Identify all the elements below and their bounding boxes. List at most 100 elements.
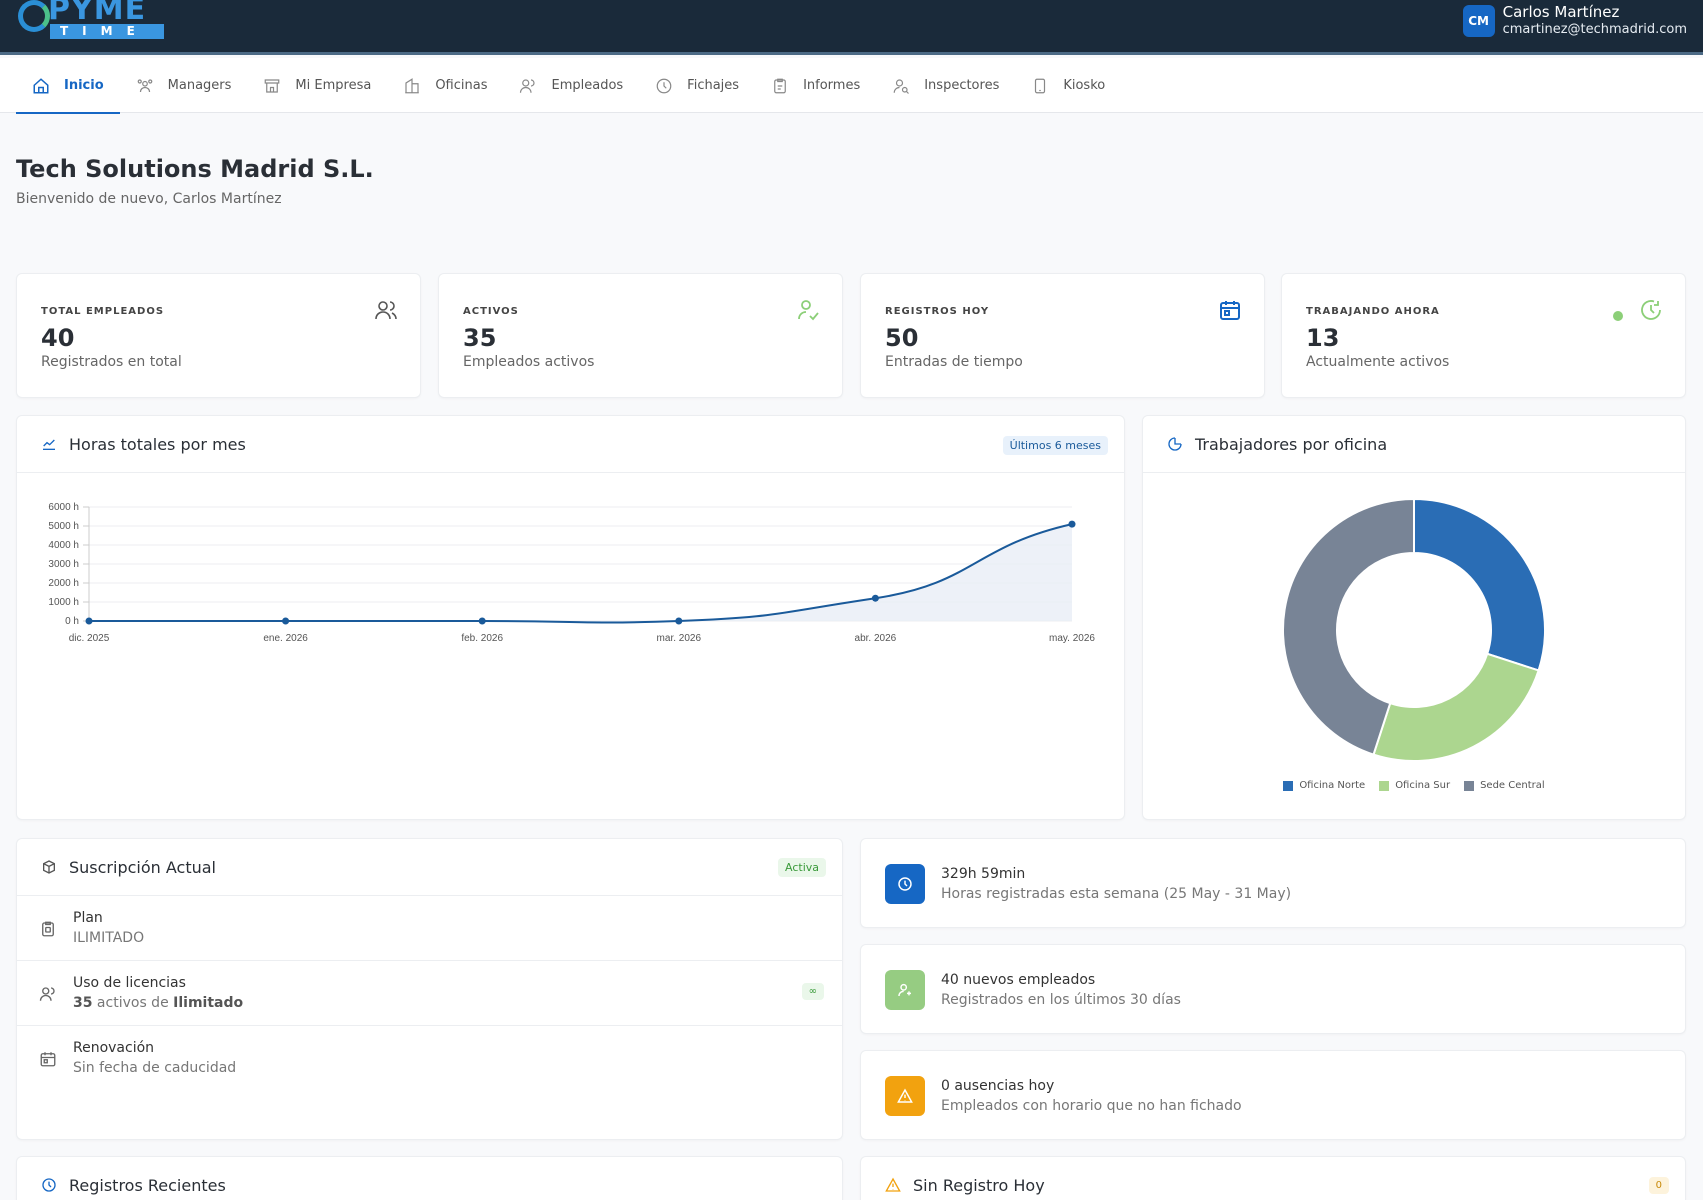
alert-icon xyxy=(885,1177,901,1193)
row-value: 35 activos de Ilimitado xyxy=(73,995,243,1011)
nav-label: Inicio xyxy=(64,78,104,93)
licenses-mid: activos de xyxy=(92,995,174,1011)
donut-slice xyxy=(1413,497,1546,672)
page-title: Tech Solutions Madrid S.L. xyxy=(16,155,374,183)
alert-icon xyxy=(885,1076,925,1116)
nav-label: Inspectores xyxy=(924,78,1000,93)
x-tick-label: dic. 2025 xyxy=(69,633,110,644)
legend-item-oficina-sur[interactable]: Oficina Sur xyxy=(1379,780,1450,791)
nav-item-kiosko[interactable]: Kiosko xyxy=(1015,58,1121,113)
logo-mark xyxy=(18,0,50,32)
data-point xyxy=(85,617,93,625)
clock-icon xyxy=(655,77,673,95)
avatar[interactable]: CM xyxy=(1462,5,1495,37)
nav-item-oficinas[interactable]: Oficinas xyxy=(387,58,503,113)
store-icon xyxy=(263,77,281,95)
calendar-icon xyxy=(1218,298,1242,322)
info-title: 329h 59min xyxy=(941,866,1026,882)
card-header: Horas totales por mes xyxy=(17,416,1124,473)
y-tick-label: 5000 h xyxy=(48,521,79,532)
subscription-card: Suscripción Actual Activa Plan ILIMITADO… xyxy=(16,838,843,1140)
main-nav: Inicio Managers Mi Empresa Oficinas Empl… xyxy=(0,58,1703,114)
report-icon xyxy=(771,77,789,95)
licenses-active: 35 xyxy=(73,995,93,1011)
stat-label: TRABAJANDO AHORA xyxy=(1306,306,1440,317)
stat-label: TOTAL EMPLEADOS xyxy=(41,306,165,317)
subscription-row-licenses: Uso de licencias 35 activos de Ilimitado… xyxy=(17,961,842,1026)
stat-card-total-empleados: TOTAL EMPLEADOS 40 Registrados en total xyxy=(16,273,421,398)
live-indicator-dot xyxy=(1613,311,1623,321)
users-group-icon xyxy=(136,77,154,95)
legend-label: Oficina Norte xyxy=(1299,780,1366,791)
nav-item-managers[interactable]: Managers xyxy=(120,58,248,113)
hours-chart-card: Horas totales por mes Últimos 6 meses 0 … xyxy=(16,415,1125,820)
legend-item-oficina-norte[interactable]: Oficina Norte xyxy=(1283,780,1365,791)
nav-item-empleados[interactable]: Empleados xyxy=(503,58,639,113)
nav-item-mi-empresa[interactable]: Mi Empresa xyxy=(247,58,387,113)
nav-item-inicio[interactable]: Inicio xyxy=(16,58,120,114)
nav-item-fichajes[interactable]: Fichajes xyxy=(639,58,755,113)
user-email: cmartinez@techmadrid.com xyxy=(1502,22,1687,37)
users-icon xyxy=(519,77,537,95)
card-title: Suscripción Actual xyxy=(69,857,216,877)
nav-item-inspectores[interactable]: Inspectores xyxy=(876,58,1015,113)
row-title: Plan xyxy=(73,910,103,926)
recent-records-card: Registros Recientes xyxy=(16,1156,843,1200)
stat-value: 40 xyxy=(41,324,75,352)
stat-label: ACTIVOS xyxy=(463,306,519,317)
x-tick-label: mar. 2026 xyxy=(657,633,702,644)
card-title: Sin Registro Hoy xyxy=(913,1175,1045,1195)
donut-slice xyxy=(1282,497,1415,756)
stat-card-activos: ACTIVOS 35 Empleados activos xyxy=(438,273,843,398)
count-badge: 0 xyxy=(1648,1177,1669,1194)
data-point xyxy=(1068,520,1076,528)
box-icon xyxy=(41,859,57,875)
no-record-today-card: Sin Registro Hoy 0 xyxy=(860,1156,1686,1200)
logo-subtext: TIME xyxy=(50,24,164,39)
series-line xyxy=(89,523,1073,624)
card-header: Trabajadores por oficina xyxy=(1143,416,1685,473)
x-tick-label: feb. 2026 xyxy=(461,633,503,644)
pie-chart-icon xyxy=(1167,436,1183,452)
clock-icon xyxy=(41,1177,57,1193)
stat-desc: Empleados activos xyxy=(463,354,595,370)
x-tick-label: ene. 2026 xyxy=(263,633,308,644)
stat-desc: Actualmente activos xyxy=(1306,354,1450,370)
nav-label: Managers xyxy=(167,78,232,93)
office-chart-card: Trabajadores por oficina Oficina Norte O… xyxy=(1142,415,1686,820)
tablet-icon xyxy=(1031,77,1049,95)
user-menu[interactable]: CM Carlos Martínez cmartinez@techmadrid.… xyxy=(1462,4,1687,38)
y-tick-label: 0 h xyxy=(65,616,79,627)
stat-value: 13 xyxy=(1306,324,1340,352)
legend-swatch xyxy=(1379,780,1390,791)
info-card-new-employees[interactable]: 40 nuevos empleados Registrados en los ú… xyxy=(860,944,1686,1034)
nav-label: Mi Empresa xyxy=(295,78,372,93)
card-header: Registros Recientes xyxy=(17,1157,842,1200)
nav-label: Fichajes xyxy=(687,78,740,93)
area-fill xyxy=(89,524,1072,623)
stat-card-registros-hoy: REGISTROS HOY 50 Entradas de tiempo xyxy=(860,273,1265,398)
info-desc: Empleados con horario que no han fichado xyxy=(941,1098,1242,1114)
stat-value: 50 xyxy=(885,324,919,352)
office-donut-chart xyxy=(1282,497,1546,762)
chart-line-icon xyxy=(41,436,57,452)
nav-item-informes[interactable]: Informes xyxy=(755,58,876,113)
legend-item-sede-central[interactable]: Sede Central xyxy=(1464,780,1545,791)
nav-label: Informes xyxy=(803,78,861,93)
calendar-icon xyxy=(39,1050,57,1068)
stat-card-trabajando-ahora: TRABAJANDO AHORA 13 Actualmente activos xyxy=(1281,273,1686,398)
info-title: 0 ausencias hoy xyxy=(941,1078,1055,1094)
row-value: ILIMITADO xyxy=(73,930,145,946)
info-card-weekly-hours[interactable]: 329h 59min Horas registradas esta semana… xyxy=(860,838,1686,928)
app-logo[interactable]: PYME TIME xyxy=(14,0,164,42)
clock-icon xyxy=(885,864,925,904)
logo-text: PYME xyxy=(48,0,147,27)
legend-swatch xyxy=(1283,780,1294,791)
info-desc: Registrados en los últimos 30 días xyxy=(941,992,1181,1008)
nav-label: Oficinas xyxy=(435,78,488,93)
donut-slice xyxy=(1372,652,1540,762)
row-title: Uso de licencias xyxy=(73,975,186,991)
y-tick-label: 3000 h xyxy=(48,559,79,570)
card-title: Registros Recientes xyxy=(69,1175,226,1195)
info-card-absences[interactable]: 0 ausencias hoy Empleados con horario qu… xyxy=(860,1050,1686,1140)
